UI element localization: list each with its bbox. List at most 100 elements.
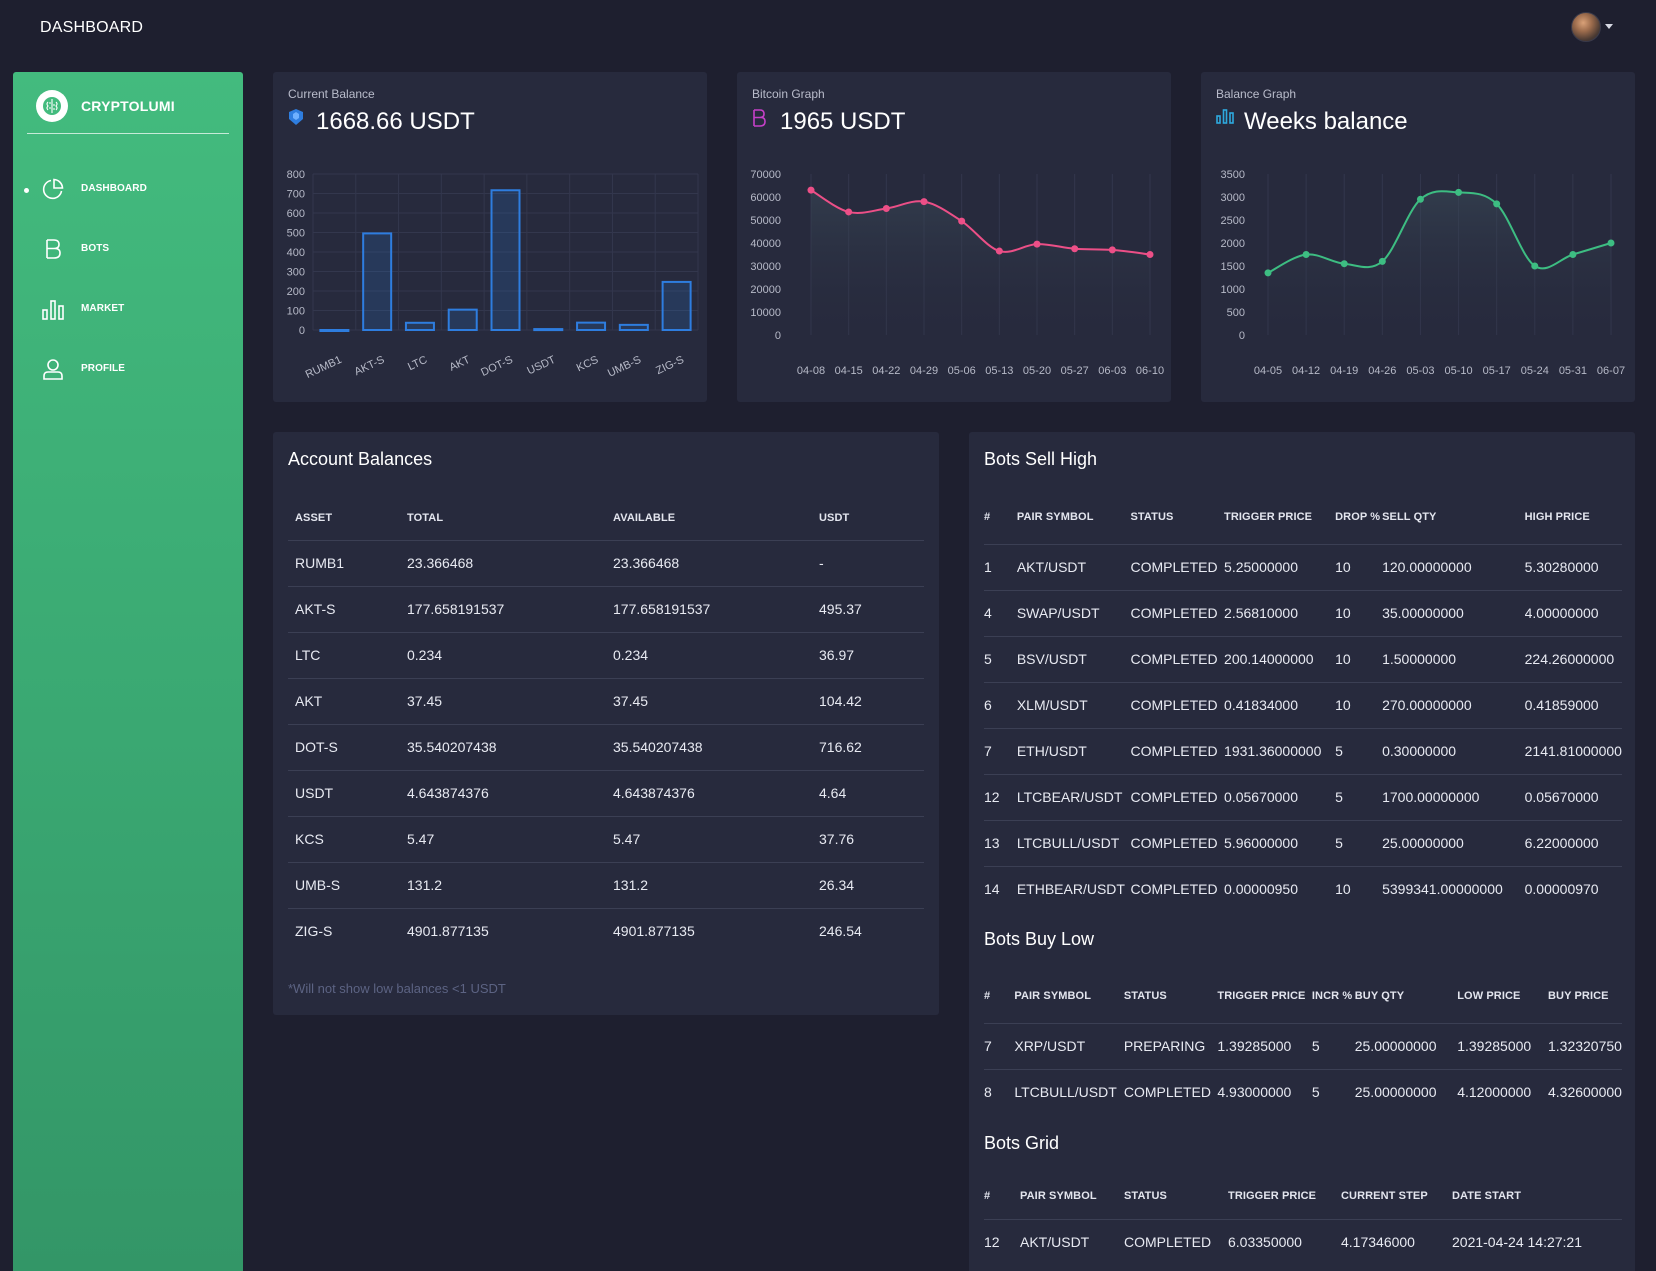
series-line [810,189,1151,256]
y-tick-label: 200 [287,286,305,298]
table-cell: 224.26000000 [1524,651,1615,667]
chevron-down-icon[interactable] [1605,24,1613,29]
data-point[interactable] [1569,251,1577,258]
data-point[interactable] [995,247,1003,255]
column-header: # [984,510,991,523]
bitcoin-value: 1965 USDT [780,108,906,135]
sidebar-item-label: PROFILE [81,363,126,374]
x-tick-label: 05-20 [1023,365,1051,377]
y-tick-label: 0 [775,330,781,342]
x-tick-label: 05-24 [1521,365,1549,377]
bar[interactable] [576,321,607,331]
data-point[interactable] [1108,246,1116,254]
table-cell: LTCBULL/USDT [1014,1084,1117,1101]
pie-chart-icon [40,176,66,202]
column-header: TOTAL [407,511,444,524]
table-cell: AKT/USDT [1020,1234,1090,1251]
column-header: PAIR SYMBOL [1014,989,1092,1002]
data-point[interactable] [1146,251,1154,258]
table-cell: COMPLETED [1130,835,1218,851]
data-point[interactable] [1531,262,1539,270]
table-cell: DOT-S [295,739,338,755]
card-caption: Balance Graph [1216,87,1297,101]
active-indicator [24,188,29,193]
table-cell: 4.12000000 [1457,1084,1532,1101]
table-cell: 35.00000000 [1382,605,1464,621]
table-cell: RUMB1 [295,555,345,571]
table-cell: COMPLETED [1124,1234,1212,1251]
x-tick-label: DOT-S [479,354,515,379]
table-cell: 37.45 [407,693,443,709]
page-title: DASHBOARD [40,19,144,36]
data-point[interactable] [958,217,966,225]
table-header: # PAIR SYMBOL STATUS TRIGGER PRICE INCR % BUY… [984,969,1622,1023]
bar[interactable] [362,232,393,331]
x-tick-label: 06-10 [1136,365,1164,377]
data-point[interactable] [1455,188,1463,196]
y-tick-label: 2000 [1221,238,1245,250]
column-header: TRIGGER PRICE [1228,1189,1317,1202]
y-tick-label: 500 [287,228,305,240]
bar[interactable] [447,308,478,332]
table-cell: XRP/USDT [1014,1038,1086,1054]
data-point[interactable] [1071,245,1079,253]
top-bar: DASHBOARD [0,0,1656,58]
table-cell: 5.47 [407,831,435,847]
bar[interactable] [661,280,692,331]
y-tick-label: 800 [287,169,305,181]
bar-chart-icon [40,296,66,322]
data-point[interactable] [1264,269,1272,277]
data-point[interactable] [1378,257,1386,265]
table-cell: 2.56810000 [1224,605,1298,621]
table-cell: 177.658191537 [613,601,711,617]
data-point[interactable] [1340,260,1348,268]
column-header: BUY PRICE [1547,989,1609,1002]
x-tick-label: ZIG-S [654,354,686,377]
column-header: DROP % [1335,510,1381,523]
table-row: 8 LTCBULL/USDT COMPLETED 4.93000000 5 25.0000… [984,1069,1622,1115]
y-tick-label: 700 [287,189,305,201]
brand[interactable]: CRYPTOLUMI [36,89,175,123]
data-point[interactable] [1416,195,1424,203]
user-avatar[interactable] [1571,12,1601,42]
y-tick-label: 50000 [750,215,781,227]
data-point[interactable] [1033,240,1041,248]
sidebar-item-dashboard[interactable]: DASHBOARD [13,160,243,220]
table-cell: 4.93000000 [1217,1084,1292,1101]
table-cell: 12 [984,1234,1000,1251]
sidebar-item-profile[interactable]: PROFILE [13,340,243,400]
bar[interactable] [319,329,350,332]
table-cell: 26.34 [819,877,855,893]
bar[interactable] [490,189,521,332]
bar[interactable] [404,321,435,331]
x-tick-label: 05-17 [1483,365,1511,377]
table-cell: 6.03350000 [1228,1234,1302,1251]
table-cell: SWAP/USDT [1016,605,1100,621]
table-cell: 1700.00000000 [1382,789,1480,805]
brand-divider [27,133,229,134]
x-tick-label: KCS [575,354,601,374]
x-tick-label: LTC [406,354,429,373]
data-point[interactable] [807,186,815,194]
current-balance-bar-chart: 0 100 200 300 400 500 600 700 800 RUMB1 AKT-S LTC AK… [287,169,699,381]
table-cell: COMPLETED [1130,697,1218,713]
table-cell: 10 [1335,697,1351,713]
data-point[interactable] [1302,251,1310,258]
data-point[interactable] [882,205,890,212]
table-row: USDT 4.643874376 4.643874376 4.64 [288,770,924,816]
data-point[interactable] [920,198,928,206]
data-point[interactable] [845,208,853,216]
table-cell: COMPLETED [1130,881,1218,898]
balance-line-chart: 0 500 1000 1500 2000 2500 3000 3500 04-05 04-12 04… [1221,169,1626,377]
table-cell: 1.39285000 [1457,1038,1532,1054]
bar[interactable] [618,323,649,331]
bar[interactable] [533,328,564,332]
data-point[interactable] [1607,239,1615,247]
x-tick-label: 06-07 [1597,365,1625,377]
sidebar-item-bots[interactable]: BOTS [13,220,243,280]
data-point[interactable] [1493,200,1501,208]
table-cell: 4 [984,605,992,621]
table-cell: LTCBEAR/USDT [1016,789,1123,805]
sidebar-item-market[interactable]: MARKET [13,280,243,340]
table-cell: 1.39285000 [1217,1038,1292,1054]
